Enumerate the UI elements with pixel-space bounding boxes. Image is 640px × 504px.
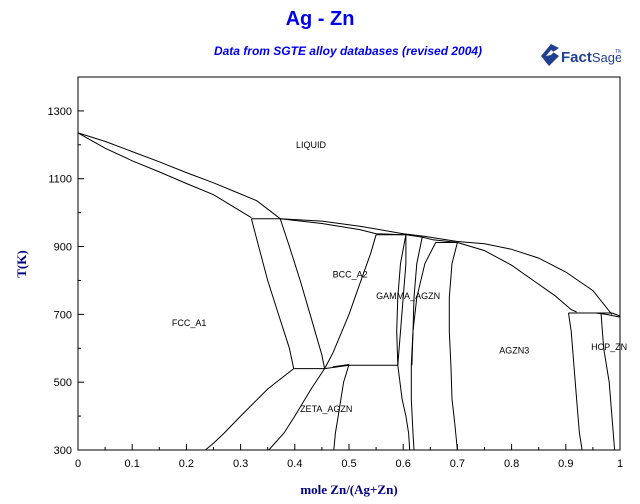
phase-boundary-agzn3-liquid-solidus [457,242,577,313]
x-tick-label: 0.2 [179,458,194,470]
x-tick-label: 1 [617,458,623,470]
phase-boundaries [77,132,621,451]
phase-boundary-zeta-lower-right [333,364,350,451]
phase-boundary-zeta-lower-left [268,368,326,451]
region-labels: LIQUID FCC_A1 BCC_A2 GAMMA_AGZN AGZN3 HCP_ZN Z… [172,140,627,414]
y-tick-label: 1100 [48,174,72,186]
region-label-liquid: LIQUID [296,140,327,150]
x-axis-label: mole Zn/(Ag+Zn) [300,482,397,497]
y-tick-label: 500 [54,377,72,389]
x-tick-label: 0 [75,458,81,470]
phase-boundary-agzn3-left [448,242,458,451]
phase-boundary-gamma-left-lower [397,365,411,451]
y-tick-label: 900 [54,242,72,254]
phase-boundary-gamma-liquid-solidus [405,234,458,243]
x-tick-label: 0.3 [233,458,248,470]
phase-boundary-bcc-gamma-left [324,234,377,369]
phase-boundary-fcc-zeta-boundary [205,368,295,451]
axis-ticks: 0 0.1 0.2 0.3 0.4 0.5 0.6 0.7 0.8 0.9 130050070090… [48,76,623,470]
phase-boundary-gamma-agzn3-left [411,236,423,366]
phase-boundary-hcp-solidus [611,312,621,317]
region-label-hcp-zn: HCP_ZN [591,342,627,352]
phase-boundary-zeta-right [332,364,350,368]
x-tick-label: 0.9 [558,458,573,470]
chart-subtitle: Data from SGTE alloy databases (revised … [213,44,483,58]
x-tick-label: 0.5 [341,458,356,470]
phase-boundary-liquidus-bcc-gamma-agzn3 [280,218,613,315]
x-tick-label: 0.6 [396,458,411,470]
x-tick-label: 0.4 [287,458,302,470]
phase-boundary-liquidus-fcc [77,132,281,220]
y-axis-label: T(K) [14,250,29,277]
phase-boundary-fcc-bcc-right [279,218,326,369]
phase-boundary-liquidus-hcp [595,312,621,318]
y-tick-label: 700 [54,309,72,321]
plot-frame [77,76,621,451]
factsage-logo: FactSage TM [541,44,621,66]
phase-boundary-gamma-left-upper [396,234,407,366]
svg-text:FactSage: FactSage [561,49,621,66]
phase-boundary-solidus-fcc [77,132,252,219]
phase-boundary-fcc-bcc-left [250,218,295,369]
phase-boundary-solidus-bcc [280,218,404,236]
phase-boundary-bcc-gamma-right [397,234,407,366]
region-label-fcc-a1: FCC_A1 [172,318,207,328]
y-tick-label: 300 [54,445,72,457]
phase-boundary-agzn3-right [568,312,583,451]
y-tick-label: 1300 [48,106,72,118]
phase-boundary-hcp-left [600,312,616,451]
region-label-bcc-a2: BCC_A2 [333,270,368,280]
region-label-gamma-agzn: GAMMA_AGZN [376,291,440,301]
region-label-zeta-agzn: ZETA_AGZN [300,404,352,414]
chart-title: Ag - Zn [285,8,355,30]
x-tick-label: 0.1 [125,458,140,470]
x-tick-label: 0.7 [450,458,465,470]
x-tick-label: 0.8 [504,458,519,470]
phase-boundary-gamma-right-upper [410,242,437,451]
region-label-agzn3: AGZN3 [499,345,529,355]
svg-text:TM: TM [615,49,621,55]
